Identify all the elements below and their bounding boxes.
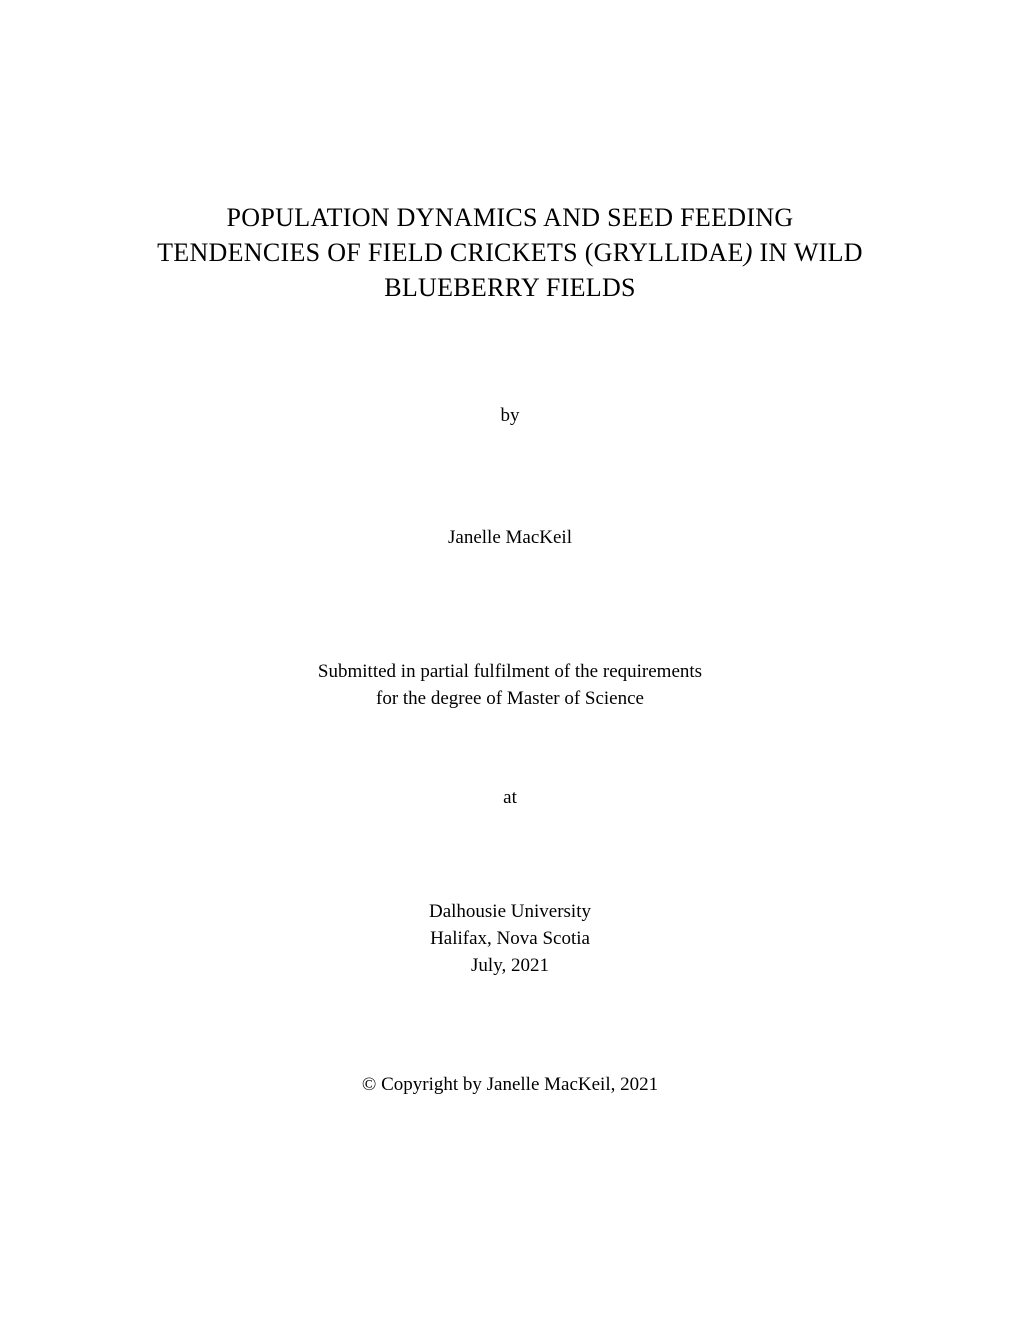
title-line-2b-italic: )	[744, 238, 753, 267]
institution-block: Dalhousie University Halifax, Nova Scoti…	[130, 899, 890, 979]
author-name: Janelle MacKeil	[130, 527, 890, 549]
copyright-notice: © Copyright by Janelle MacKeil, 2021	[130, 1074, 890, 1096]
institution-location: Halifax, Nova Scotia	[430, 928, 590, 949]
title-line-2c: IN WILD	[753, 238, 863, 267]
title-page: POPULATION DYNAMICS AND SEED FEEDING TEN…	[0, 0, 1020, 1320]
submission-line-1: Submitted in partial fulfilment of the r…	[318, 661, 702, 682]
title-line-1: POPULATION DYNAMICS AND SEED FEEDING	[227, 203, 794, 232]
institution-date: July, 2021	[471, 955, 549, 976]
by-label: by	[130, 405, 890, 427]
submission-statement: Submitted in partial fulfilment of the r…	[130, 659, 890, 712]
submission-line-2: for the degree of Master of Science	[376, 688, 644, 709]
at-label: at	[130, 787, 890, 809]
institution-name: Dalhousie University	[429, 901, 591, 922]
title-line-3: BLUEBERRY FIELDS	[384, 273, 636, 302]
title-line-2a: TENDENCIES OF FIELD CRICKETS (GRYLLIDAE	[157, 238, 744, 267]
thesis-title: POPULATION DYNAMICS AND SEED FEEDING TEN…	[130, 200, 890, 305]
